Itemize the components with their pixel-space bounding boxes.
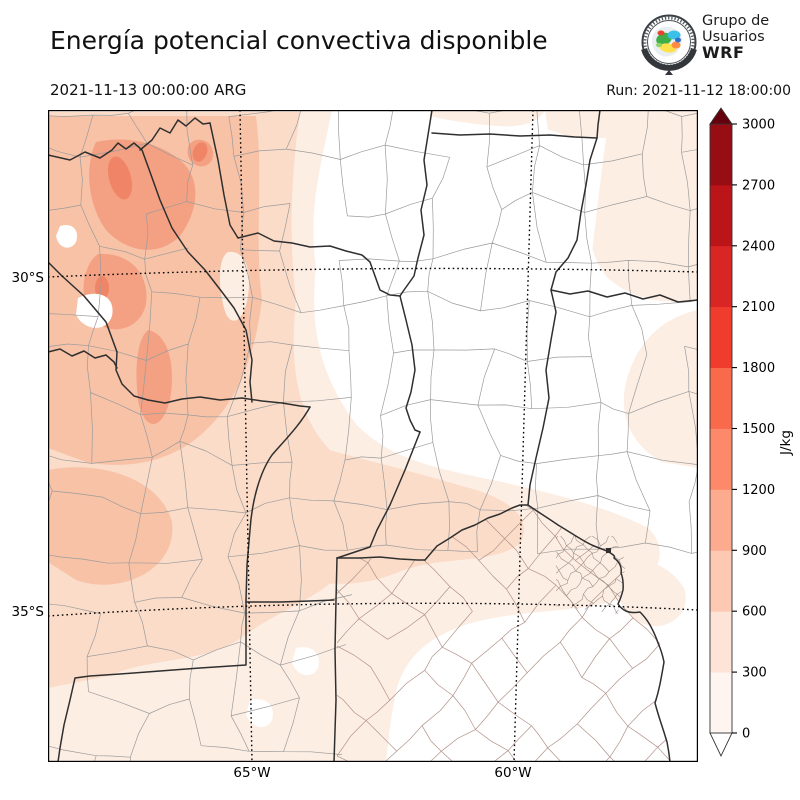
logo-line-1: Grupo de <box>702 13 770 29</box>
colorbar-tick-label: 2400 <box>742 239 775 254</box>
wrf-logo-icon <box>641 14 697 75</box>
logo-line-3: WRF <box>702 43 745 62</box>
cape-shading <box>48 110 698 762</box>
department-boundaries <box>48 110 698 762</box>
colorbar-tick-label: 1200 <box>742 483 775 498</box>
colorbar: 0 300 600 900 1200 1500 1800 2100 2400 2700 3000 J/… <box>709 107 794 758</box>
run-time-label: Run: 2021-11-12 18:00:00 <box>606 83 791 99</box>
colorbar-tick-label: 1500 <box>742 422 775 437</box>
colorbar-tick-label: 600 <box>742 605 767 620</box>
colorbar-unit-label: J/kg <box>778 430 794 456</box>
logo-line-2: Usuarios <box>702 28 765 45</box>
colorbar-tick-label: 1800 <box>742 361 775 376</box>
logo-text: Grupo de Usuarios WRF <box>702 13 770 62</box>
lon-label-60w: 60°W <box>494 765 532 781</box>
page-title: Energía potencial convectiva disponible <box>50 26 548 55</box>
lon-label-65w: 65°W <box>233 765 271 781</box>
colorbar-tick-label: 900 <box>742 544 767 559</box>
colorbar-tick-label: 300 <box>742 666 767 681</box>
colorbar-tick-label: 2100 <box>742 300 775 315</box>
cape-map <box>48 110 698 762</box>
graticule-gridlines <box>48 110 698 762</box>
colorbar-tick-label: 0 <box>742 727 750 742</box>
lat-label-35s: 35°S <box>11 604 45 620</box>
lat-label-30s: 30°S <box>11 270 45 286</box>
colorbar-tick-label: 3000 <box>742 118 775 133</box>
colorbar-tick-label: 2700 <box>742 178 775 193</box>
map-frame <box>48 110 698 762</box>
wrf-logo: Grupo de Usuarios WRF <box>638 11 798 77</box>
valid-time-label: 2021-11-13 00:00:00 ARG <box>50 81 247 99</box>
